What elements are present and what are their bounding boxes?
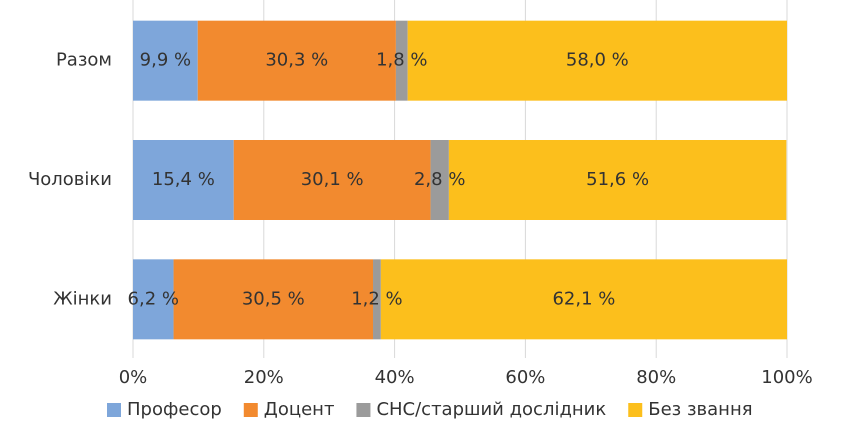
x-tick-label: 100% [761, 367, 812, 388]
data-label: 62,1 % [552, 288, 615, 309]
bar-segment [407, 20, 787, 101]
data-label: 30,3 % [265, 50, 328, 71]
y-tick-label: Разом [56, 50, 112, 71]
x-tick-label: 60% [505, 367, 545, 388]
legend-label: СНС/старший дослідник [376, 399, 606, 420]
data-label: 15,4 % [152, 169, 215, 190]
legend-label: Професор [127, 399, 222, 420]
y-tick-label: Жінки [53, 288, 112, 309]
bar-segment [173, 259, 374, 340]
x-tick-label: 0% [119, 367, 148, 388]
bar-segment [133, 20, 198, 101]
bar-segment [448, 140, 787, 220]
bar-segment [395, 20, 408, 101]
x-tick-label: 80% [636, 367, 676, 388]
data-label: 6,2 % [128, 288, 179, 309]
data-label: 1,2 % [351, 288, 402, 309]
bar-segment [430, 140, 449, 220]
data-label: 58,0 % [566, 50, 629, 71]
legend-swatch [243, 403, 258, 417]
y-tick-label: Чоловіки [28, 169, 112, 190]
legend-swatch [107, 403, 121, 417]
legend-swatch [628, 403, 643, 417]
bar-segment [133, 259, 174, 340]
data-label: 2,8 % [414, 169, 465, 190]
data-label: 1,8 % [376, 50, 427, 71]
bar-segment [133, 140, 234, 220]
bar-segment [233, 140, 431, 220]
data-label: 30,1 % [301, 169, 364, 190]
x-tick-label: 20% [244, 367, 284, 388]
x-tick-label: 40% [375, 367, 415, 388]
data-label: 9,9 % [140, 50, 191, 71]
data-label: 30,5 % [242, 288, 305, 309]
data-label: 51,6 % [586, 169, 649, 190]
bar-segment [197, 20, 396, 101]
legend-label: Без звання [648, 399, 752, 420]
bar-segment [373, 259, 381, 340]
legend-label: Доцент [264, 399, 335, 420]
legend-swatch [356, 403, 371, 417]
bar-segment [380, 259, 787, 340]
